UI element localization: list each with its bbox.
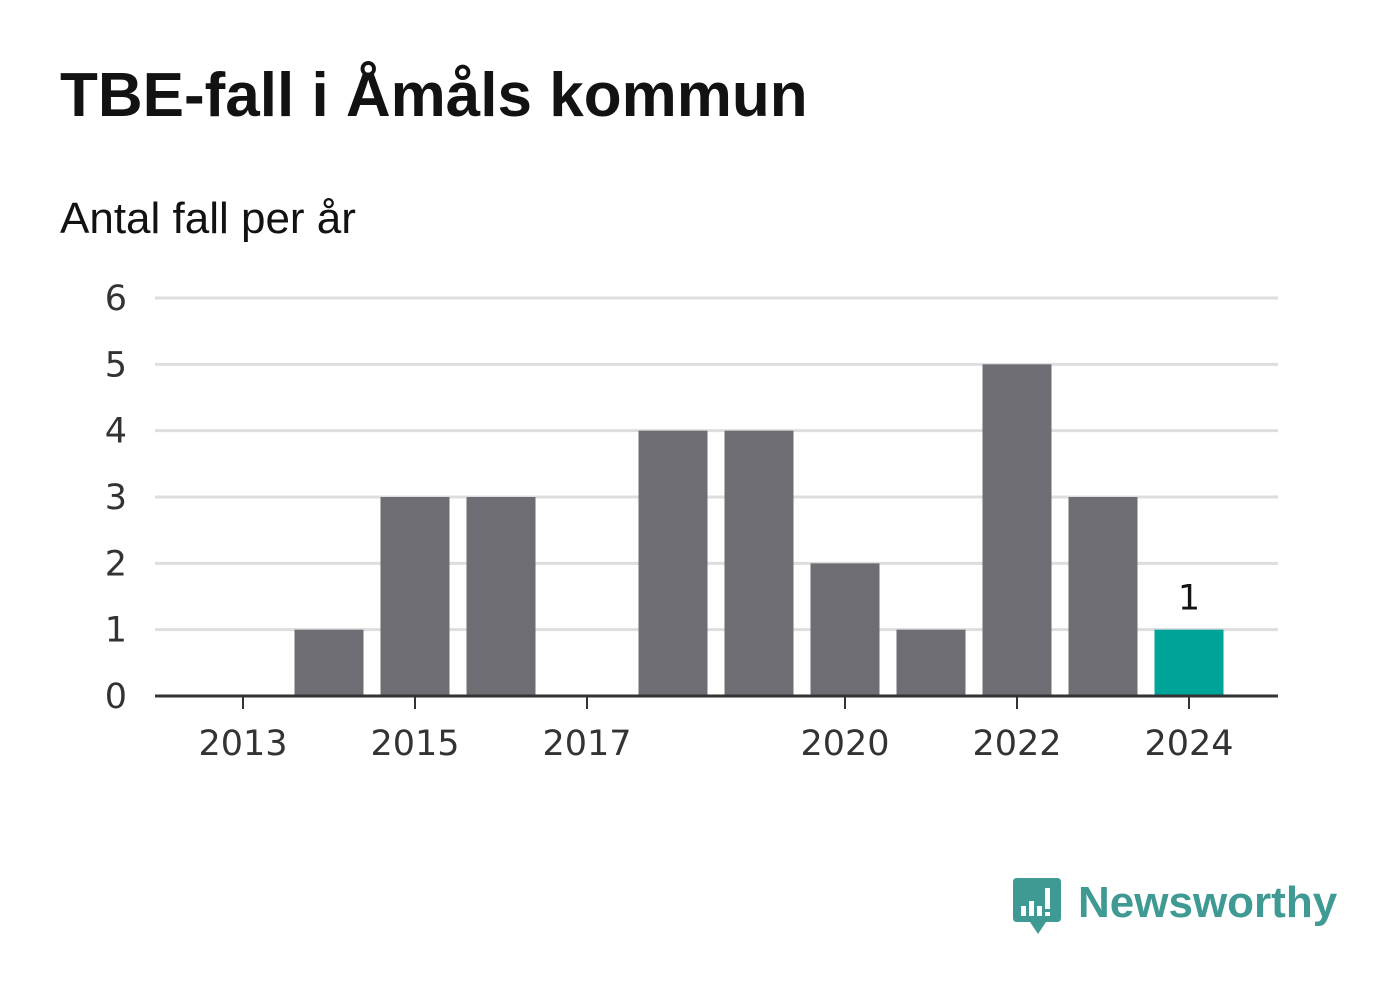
bar-2015	[380, 497, 450, 696]
x-tick-label-2015: 2015	[370, 724, 459, 764]
bar-2024	[1154, 629, 1224, 696]
x-tick-label-2024: 2024	[1144, 724, 1233, 764]
chart-title: TBE-fall i Åmåls kommun	[60, 61, 808, 130]
bar-2022	[982, 364, 1052, 696]
x-tick-label-2022: 2022	[972, 724, 1061, 764]
y-tick-label-1: 1	[105, 611, 127, 651]
data-label-2024: 1	[1178, 579, 1200, 619]
y-tick-label-5: 5	[105, 345, 127, 385]
x-axis-tick-labels: 2013 2015 2017 2020 2022 2024	[198, 696, 1234, 764]
bar-2020	[810, 563, 880, 696]
x-tick-label-2017: 2017	[542, 724, 631, 764]
y-tick-label-3: 3	[105, 478, 127, 518]
bar-2016	[466, 497, 536, 696]
y-tick-label-0: 0	[105, 677, 127, 717]
newsworthy-logo: Newsworthy	[1010, 876, 1337, 942]
bar-2014	[294, 629, 364, 696]
x-tick-label-2020: 2020	[800, 724, 889, 764]
y-tick-label-6: 6	[105, 279, 127, 319]
bar-2021	[896, 629, 966, 696]
data-labels: 1	[1178, 579, 1200, 619]
y-tick-label-4: 4	[105, 412, 127, 452]
bar-2023	[1068, 497, 1138, 696]
bar-2018	[638, 430, 708, 696]
newsworthy-icon	[1013, 878, 1061, 934]
bars	[294, 364, 1224, 696]
y-tick-label-2: 2	[105, 544, 127, 584]
brand-name: Newsworthy	[1078, 878, 1338, 927]
bar-2019	[724, 430, 794, 696]
x-tick-label-2013: 2013	[198, 724, 287, 764]
chart-subtitle: Antal fall per år	[60, 194, 356, 243]
y-axis-tick-labels: 0 1 2 3 4 5 6	[105, 279, 127, 717]
